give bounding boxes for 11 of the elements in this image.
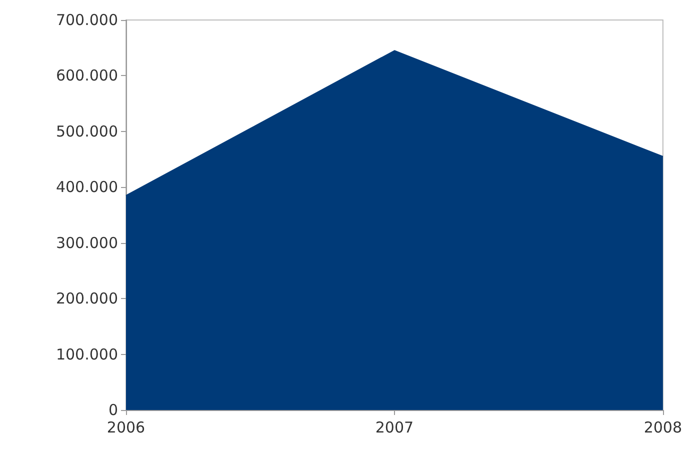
y-tick-label: 600.000	[56, 66, 118, 85]
x-tick-label: 2008	[644, 418, 682, 436]
x-tick-label: 2007	[375, 418, 414, 436]
y-tick-label: 100.000	[56, 345, 118, 364]
y-tick-label: 700.000	[56, 11, 118, 29]
y-tick-label: 300.000	[56, 234, 118, 252]
y-tick-label: 0	[108, 401, 118, 419]
y-tick-label: 500.000	[56, 122, 118, 140]
x-tick-label: 2006	[106, 418, 146, 436]
y-tick-label: 200.000	[56, 290, 118, 308]
y-tick-label: 400.000	[56, 178, 118, 196]
